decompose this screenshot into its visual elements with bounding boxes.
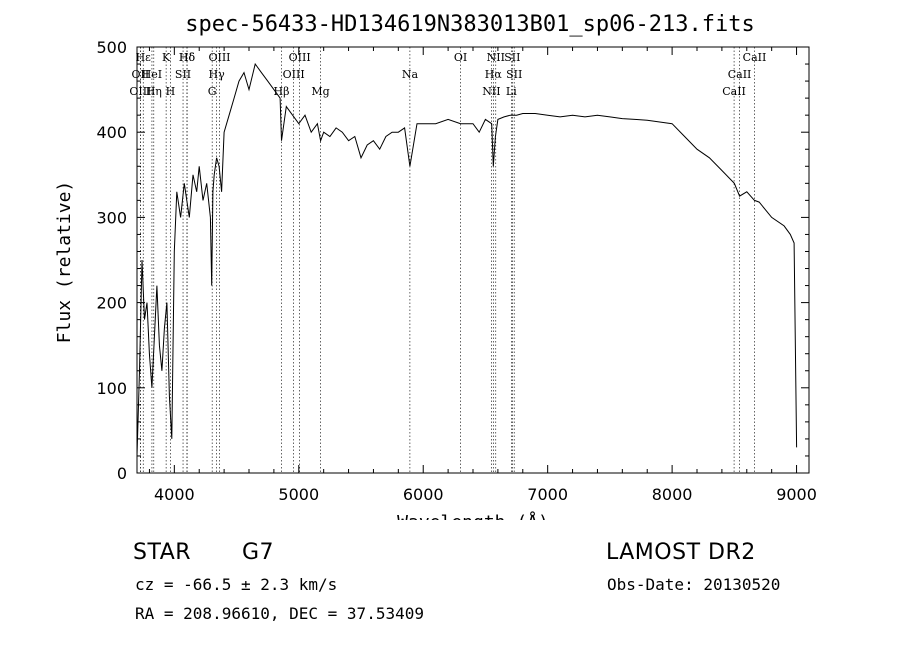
- chart-title: spec-56433-HD134619N383013B01_sp06-213.f…: [185, 12, 755, 37]
- marker-label: NII: [482, 85, 500, 98]
- x-tick-label: 6000: [403, 485, 444, 504]
- y-axis-label: Flux (relative): [54, 181, 75, 344]
- x-tick-label: 4000: [154, 485, 195, 504]
- marker-label: Hγ: [209, 68, 226, 81]
- spectrum-line: [136, 62, 798, 457]
- marker-label: Hα: [485, 68, 503, 81]
- marker-label: OI: [454, 51, 467, 64]
- marker-label: Mg: [311, 85, 329, 98]
- y-tick-label: 200: [96, 294, 127, 313]
- y-tick-label: 400: [96, 123, 127, 142]
- x-tick-label: 9000: [776, 485, 817, 504]
- obs-date: Obs-Date: 20130520: [607, 575, 781, 594]
- x-axis-label: Wavelength (Å): [397, 511, 549, 520]
- redshift-text: cz = -66.5 ± 2.3 km/s: [135, 575, 338, 594]
- y-tick-label: 0: [117, 464, 127, 483]
- y-tick-label: 300: [96, 208, 127, 227]
- spectrum-chart: spec-56433-HD134619N383013B01_sp06-213.f…: [54, 12, 817, 520]
- marker-label: K: [162, 51, 171, 64]
- survey-name: LAMOST DR2: [606, 540, 756, 565]
- marker-label: CaII: [728, 68, 752, 81]
- x-tick-label: 8000: [652, 485, 693, 504]
- marker-label: Hη: [146, 85, 162, 98]
- marker-label: Hδ: [179, 51, 196, 64]
- marker-label: CaII: [722, 85, 746, 98]
- marker-label: Na: [402, 68, 419, 81]
- axis-ticks: 4000 5000 6000 7000 8000 9000 0 100 200 300 400 500: [96, 38, 816, 504]
- marker-label: Hε: [136, 51, 152, 64]
- x-tick-label: 5000: [278, 485, 319, 504]
- marker-label: OIII: [289, 51, 311, 64]
- x-tick-label: 7000: [527, 485, 568, 504]
- spectral-subclass: G7: [242, 540, 275, 565]
- y-tick-label: 100: [96, 379, 127, 398]
- marker-label: OII: [132, 68, 150, 81]
- marker-label: SII: [504, 51, 520, 64]
- marker-label: Li: [506, 85, 517, 98]
- marker-label: OIII: [283, 68, 305, 81]
- marker-label: H: [166, 85, 176, 98]
- marker-label: OIII: [208, 51, 230, 64]
- marker-label: SII: [175, 68, 191, 81]
- marker-label: OIII: [129, 85, 151, 98]
- marker-label: CaII: [743, 51, 767, 64]
- coordinates: RA = 208.96610, DEC = 37.53409: [135, 604, 424, 623]
- object-type: STAR: [133, 540, 192, 565]
- marker-label: HeI: [142, 68, 162, 81]
- marker-label: G: [208, 85, 217, 98]
- plot-frame: [136, 46, 810, 474]
- y-tick-label: 500: [96, 38, 127, 57]
- marker-label: SII: [506, 68, 522, 81]
- marker-label: NII: [487, 51, 505, 64]
